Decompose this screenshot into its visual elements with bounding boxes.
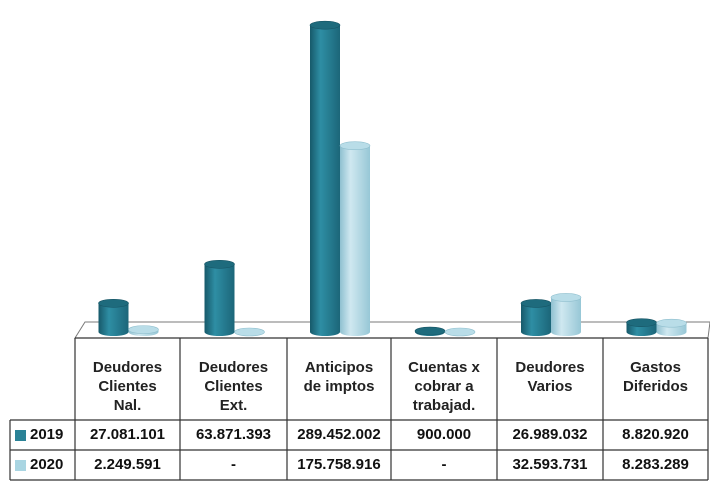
bar-2020-1 bbox=[234, 327, 265, 337]
category-label: Deudores Clientes Ext. bbox=[198, 359, 269, 414]
category-label: Cuentas x cobrar a trabajad. bbox=[408, 359, 480, 414]
bar-2020-3 bbox=[444, 327, 476, 337]
bar-2019-4 bbox=[520, 299, 552, 336]
table-cell-2019-3: 900.000 bbox=[416, 426, 472, 443]
chart-bars bbox=[98, 20, 687, 337]
chart-floor bbox=[74, 321, 710, 339]
table-cell-2019-0: 27.081.101 bbox=[89, 426, 166, 443]
table-cell-2020-2: 175.758.916 bbox=[297, 456, 381, 473]
table-cell-2019-2: 289.452.002 bbox=[297, 426, 381, 443]
table-cell-2019-1: 63.871.393 bbox=[195, 426, 272, 443]
category-label: Deudores Clientes Nal. bbox=[92, 359, 163, 414]
bar-2019-3 bbox=[414, 326, 446, 336]
bar-2020-2 bbox=[339, 141, 371, 336]
legend-label-2019: 2019 bbox=[30, 426, 64, 443]
bar-2020-5 bbox=[656, 318, 687, 336]
floor-plane bbox=[74, 321, 710, 339]
category-label: Deudores Varios bbox=[515, 359, 585, 395]
bar-2019-0 bbox=[98, 298, 129, 336]
category-label: Anticipos de imptos bbox=[303, 359, 375, 395]
bar-2019-2 bbox=[309, 20, 341, 336]
legend-label-2020: 2020 bbox=[30, 456, 64, 473]
table-cell-2020-0: 2.249.591 bbox=[94, 456, 161, 473]
bar-2020-4 bbox=[550, 293, 582, 336]
table-cell-2019-4: 26.989.032 bbox=[512, 426, 588, 443]
bar-2019-5 bbox=[626, 318, 657, 336]
legend-swatch-2020 bbox=[15, 460, 26, 471]
table-cell-2020-1: - bbox=[231, 456, 236, 473]
table-cell-2019-5: 8.820.920 bbox=[622, 426, 689, 443]
table-cell-2020-5: 8.283.289 bbox=[622, 456, 689, 473]
bar-2020-0 bbox=[128, 325, 159, 336]
category-label: Gastos Diferidos bbox=[622, 359, 688, 395]
table-cell-2020-3: - bbox=[441, 456, 447, 473]
legend-swatch-2019 bbox=[15, 430, 26, 441]
bar-2019-1 bbox=[204, 259, 235, 336]
table-cell-2020-4: 32.593.731 bbox=[512, 456, 588, 473]
data-table-grid bbox=[9, 337, 709, 481]
